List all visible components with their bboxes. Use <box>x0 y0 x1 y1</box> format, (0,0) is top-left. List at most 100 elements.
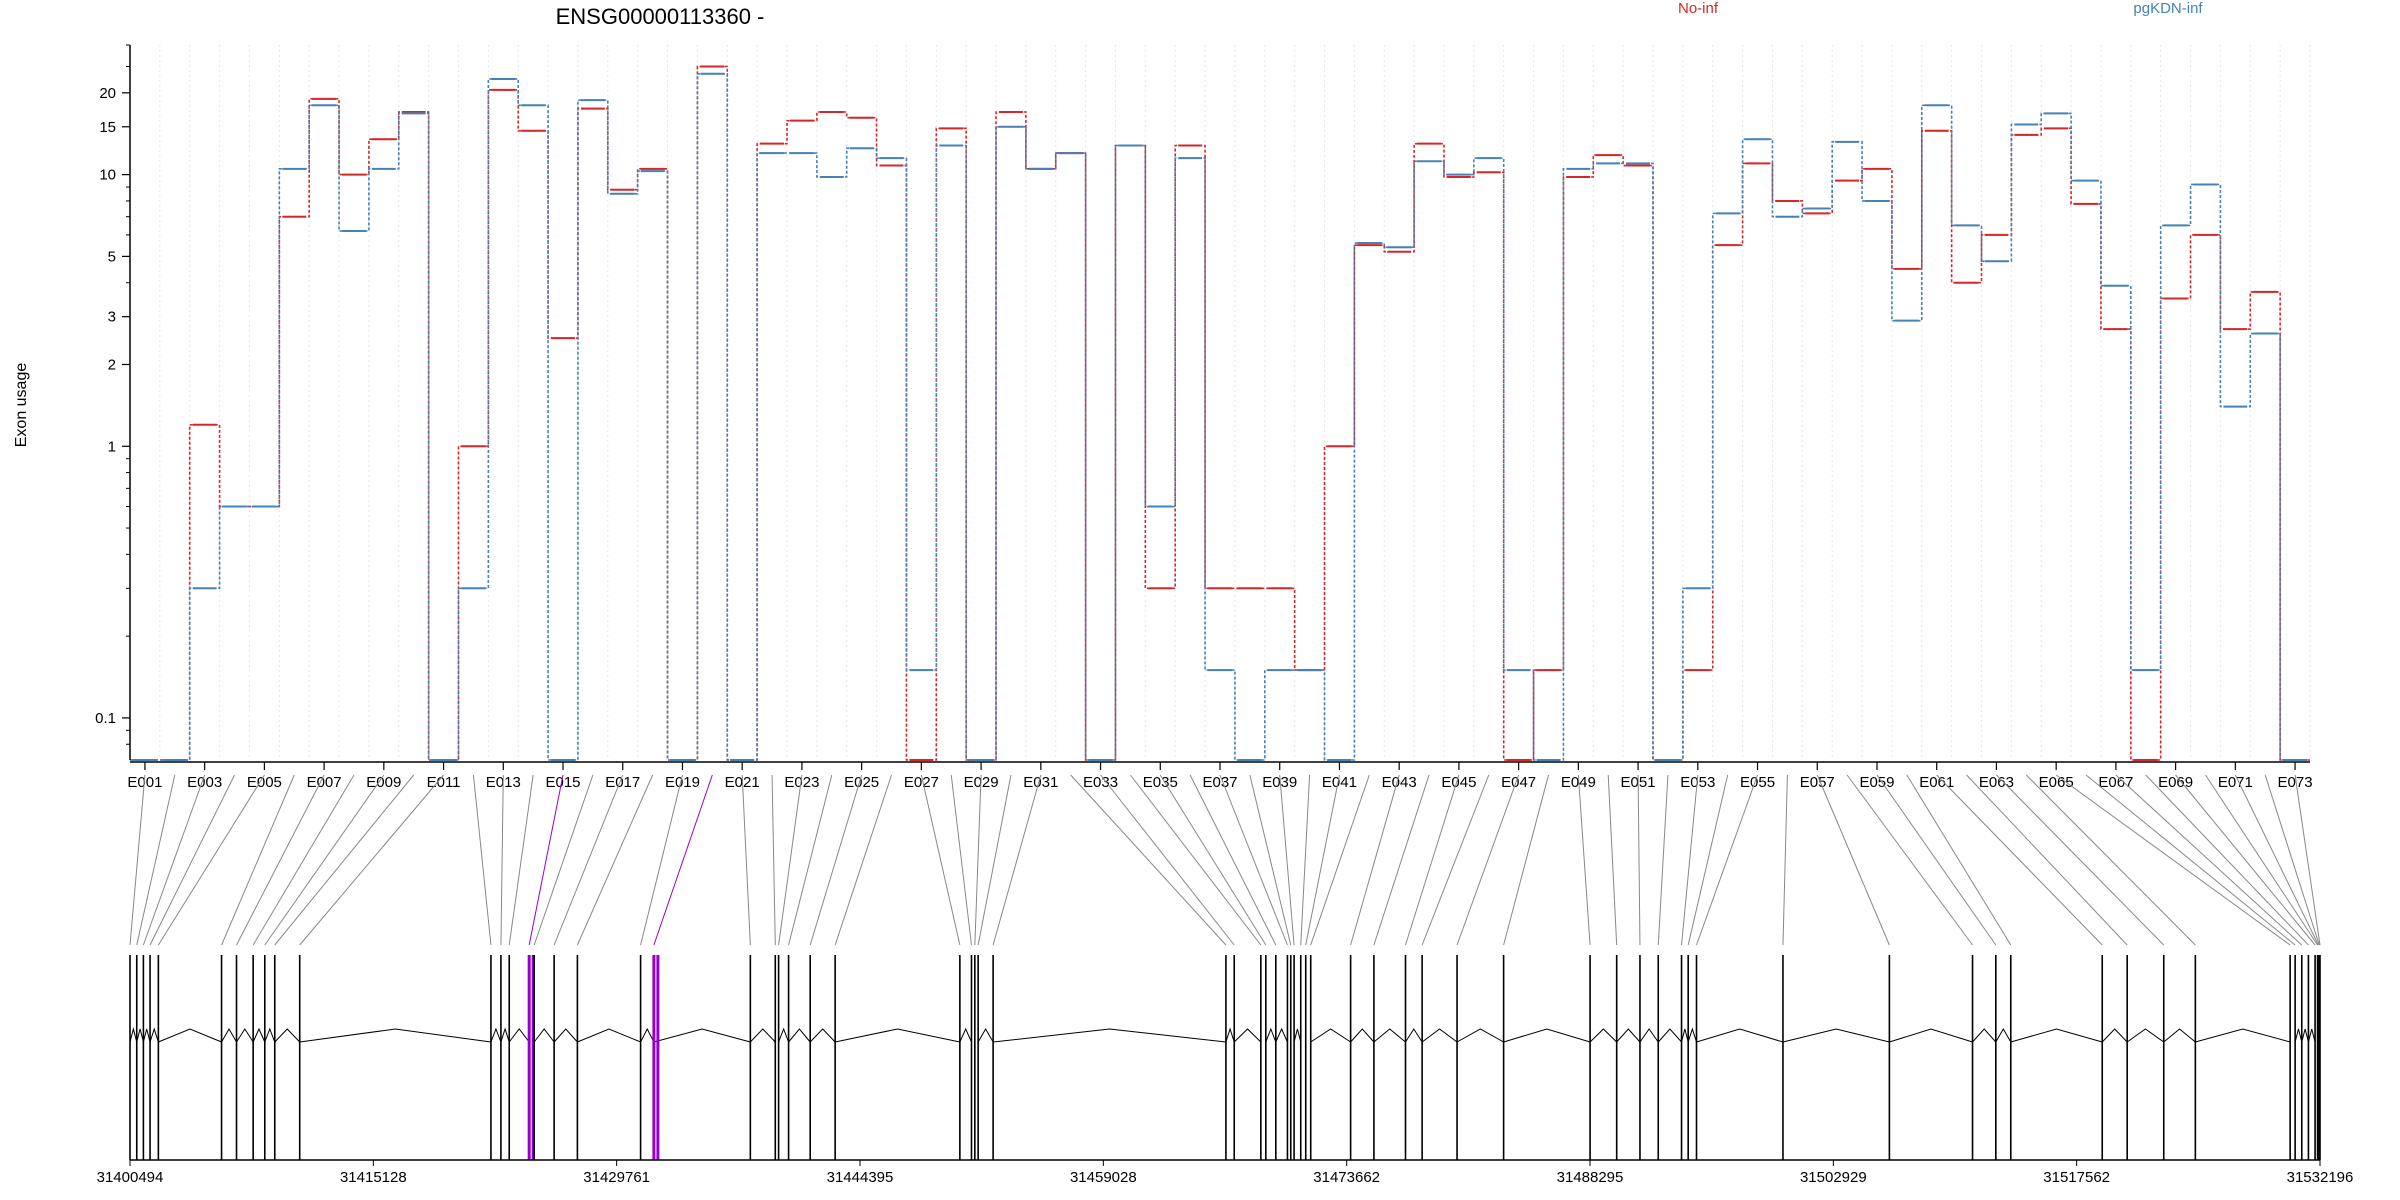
intron <box>788 1028 811 1043</box>
connector-line <box>1876 774 1997 946</box>
x-tick-label: E017 <box>605 774 640 791</box>
x-tick-label: E061 <box>1919 774 1954 791</box>
intron <box>959 1027 972 1043</box>
intron <box>1225 1027 1235 1043</box>
intron <box>1233 1028 1262 1043</box>
intron <box>490 1027 502 1043</box>
x-tick-label: E067 <box>2098 774 2133 791</box>
x-tick-label: E031 <box>1023 774 1058 791</box>
connector-line <box>1189 774 1277 946</box>
coord-label: 31473662 <box>1313 1169 1380 1186</box>
legend-pgkdn-inf: pgKDN-inf <box>2133 0 2203 17</box>
genomic-coordinate-axis: 31400494 31415128 31429761 31444395 31459028… <box>97 1159 2354 1186</box>
y-tick-label: 2 <box>108 356 116 373</box>
x-tick-label: E071 <box>2218 774 2253 791</box>
connector-line <box>1300 774 1311 946</box>
intron <box>500 1027 510 1043</box>
intron <box>2126 1028 2165 1043</box>
x-tick-label: E001 <box>127 774 162 791</box>
connector-line <box>1456 774 1520 946</box>
intron <box>977 1027 994 1043</box>
coord-label: 31459028 <box>1070 1169 1137 1186</box>
connector-line <box>640 774 683 946</box>
intron <box>1275 1027 1288 1043</box>
intron <box>129 1027 138 1043</box>
connector-line <box>142 774 206 946</box>
intron <box>1373 1028 1406 1043</box>
y-tick-label: 1 <box>108 438 116 455</box>
y-axis: 0.1 1 2 3 5 10 15 20 <box>95 44 131 760</box>
intron <box>236 1028 254 1043</box>
connector-line <box>528 774 564 946</box>
connector-line <box>1503 774 1549 946</box>
intron <box>2301 1028 2309 1043</box>
connector-line <box>1130 774 1262 946</box>
y-axis-label: Exon usage <box>13 363 30 448</box>
connector-line <box>741 774 751 946</box>
intron <box>2101 1028 2128 1043</box>
connector-line <box>1373 774 1430 946</box>
intron <box>1657 1028 1682 1043</box>
intron <box>1681 1028 1689 1043</box>
intron <box>835 1028 960 1043</box>
connector-line <box>1421 774 1490 946</box>
connector-line <box>1249 774 1292 946</box>
y-tick-label: 0.1 <box>95 710 116 727</box>
connector-line <box>1846 774 1973 946</box>
gene-model-track <box>129 955 2321 1160</box>
x-tick-label: E023 <box>784 774 819 791</box>
connector-line <box>1816 774 1890 946</box>
connector-line <box>252 774 355 946</box>
intron <box>274 1028 301 1043</box>
intron <box>158 1028 222 1043</box>
intron <box>640 1027 655 1043</box>
y-tick-label: 15 <box>99 119 116 136</box>
x-tick-label: E065 <box>2039 774 2074 791</box>
connector-line <box>1637 774 1641 946</box>
intron <box>1889 1028 1973 1043</box>
x-tick-label: E053 <box>1680 774 1715 791</box>
connector-line <box>1996 774 2165 946</box>
connector-line <box>1159 774 1267 946</box>
connector-line <box>977 774 1012 946</box>
legend-no-inf: No-inf <box>1678 0 1719 17</box>
connector-line <box>149 774 235 946</box>
connector-line <box>809 774 863 946</box>
x-tick-label: E027 <box>904 774 939 791</box>
connector-line <box>221 774 295 946</box>
connector-line <box>1657 774 1669 946</box>
exon-connector-lines <box>129 774 2321 946</box>
x-tick-label: E041 <box>1322 774 1357 791</box>
connector-line <box>1310 774 1370 946</box>
intron <box>1639 1028 1659 1043</box>
intron <box>1265 1027 1277 1043</box>
intron <box>749 1028 776 1043</box>
connector-line <box>1305 774 1340 946</box>
coord-label: 31532196 <box>2287 1169 2354 1186</box>
y-tick-label: 10 <box>99 167 116 184</box>
connector-line <box>157 774 265 946</box>
grid-lines <box>129 45 2311 760</box>
x-tick-label: E009 <box>366 774 401 791</box>
connector-line <box>1219 774 1288 946</box>
connector-line <box>299 774 444 946</box>
x-tick-label: E045 <box>1441 774 1476 791</box>
connector-line <box>500 774 504 946</box>
intron <box>778 1027 790 1043</box>
connector-line <box>2055 774 2291 946</box>
intron <box>2163 1028 2196 1043</box>
connector-line <box>950 774 972 946</box>
x-tick-label: E011 <box>427 774 461 791</box>
x-tick-label: E015 <box>545 774 580 791</box>
intron <box>252 1027 266 1043</box>
connector-line <box>1279 774 1295 946</box>
connector-line <box>553 774 624 946</box>
coord-label: 31400494 <box>97 1169 164 1186</box>
connector-line <box>2234 774 2319 946</box>
connector-line <box>472 774 492 946</box>
intron <box>533 1028 555 1043</box>
intron <box>1972 1028 1997 1043</box>
connector-line <box>653 774 713 946</box>
connector-line <box>2205 774 2318 946</box>
